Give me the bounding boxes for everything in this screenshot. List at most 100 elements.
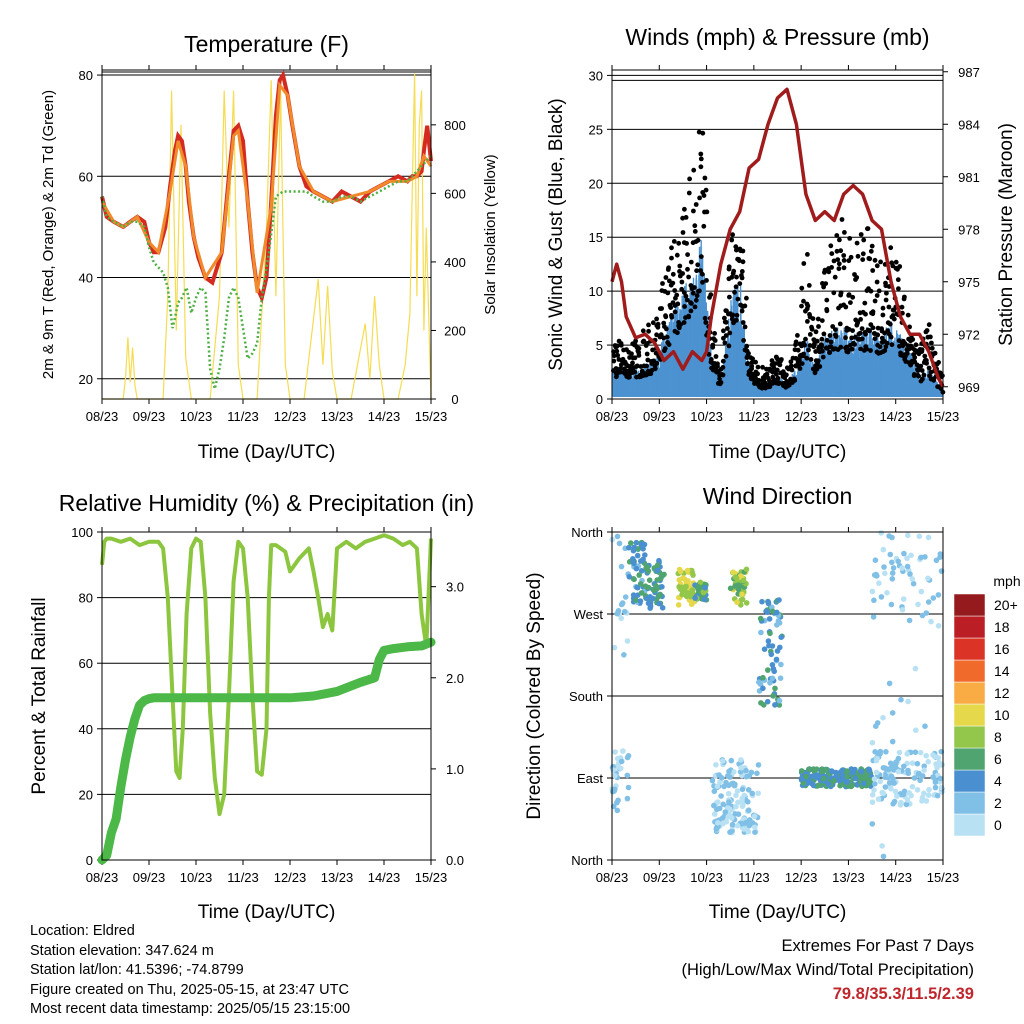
direction-point — [647, 594, 653, 600]
direction-point — [688, 567, 695, 574]
direction-point — [881, 564, 887, 570]
gust-point — [932, 350, 938, 356]
direction-point — [914, 787, 921, 793]
x-tick-label: 09/23 — [643, 409, 676, 424]
direction-point — [921, 790, 927, 797]
gust-point — [669, 314, 675, 320]
direction-point — [904, 797, 911, 803]
direction-point — [904, 555, 910, 562]
gust-point — [744, 343, 750, 349]
direction-point — [886, 533, 892, 539]
gust-point — [819, 342, 824, 348]
extremes-subtitle: (High/Low/Max Wind/Total Precipitation) — [681, 961, 974, 979]
direction-point — [679, 591, 685, 598]
gust-point — [678, 322, 683, 327]
latlon-text: Station lat/lon: 41.5396; -74.8799 — [30, 962, 244, 978]
gust-point — [865, 226, 871, 232]
gust-point — [674, 252, 680, 258]
direction-point — [646, 577, 653, 583]
colorbar-swatch — [953, 593, 986, 617]
x-tick-label: 15/23 — [415, 409, 448, 424]
gust-point — [689, 301, 694, 306]
direction-point — [633, 539, 640, 546]
direction-point — [882, 570, 888, 577]
gust-point — [740, 248, 746, 254]
gust-point — [809, 326, 815, 332]
extremes-box: Extremes For Past 7 Days (High/Low/Max W… — [681, 934, 974, 1006]
gust-point — [767, 384, 773, 390]
gust-point — [698, 164, 704, 170]
gust-point — [854, 275, 860, 280]
extremes-values: 79.8/35.3/11.5/2.39 — [832, 985, 974, 1003]
gust-point — [910, 337, 916, 342]
direction-point — [637, 598, 644, 604]
gust-point — [806, 347, 811, 353]
direction-point — [925, 599, 932, 605]
y2-tick-label: 600 — [444, 186, 466, 201]
gust-point — [618, 366, 624, 371]
direction-point — [752, 824, 758, 831]
gust-point — [701, 223, 707, 229]
gust-point — [792, 377, 797, 383]
direction-point — [829, 768, 835, 774]
gust-point — [614, 348, 620, 354]
direction-point — [879, 843, 885, 849]
x-tick-label: 12/23 — [785, 870, 818, 885]
gust-point — [650, 320, 656, 326]
gust-point — [741, 338, 746, 343]
direction-point — [898, 696, 904, 703]
gust-point — [739, 269, 745, 274]
colorbar-title: mph — [993, 573, 1020, 589]
direction-point — [880, 714, 886, 721]
gust-point — [804, 355, 810, 361]
gust-point — [848, 300, 853, 305]
y2-tick-label: 987 — [958, 65, 980, 80]
direction-point — [776, 702, 783, 708]
direction-point — [739, 591, 745, 598]
gust-point — [629, 351, 634, 357]
gust-point — [926, 365, 932, 371]
gust-point — [849, 335, 855, 341]
gust-point — [819, 336, 825, 342]
colorbar-label: 0 — [994, 817, 1002, 833]
gust-point — [641, 338, 647, 344]
colorbar-swatch — [953, 813, 986, 837]
gust-point — [632, 355, 638, 361]
gust-point — [799, 303, 804, 309]
x-tick-label: 15/23 — [415, 870, 448, 885]
direction-point — [624, 772, 631, 779]
direction-point — [625, 753, 632, 759]
gust-point — [679, 286, 685, 292]
gust-point — [807, 312, 812, 317]
gust-point — [885, 328, 891, 333]
direction-point — [617, 765, 624, 772]
direction-point — [923, 752, 929, 759]
direction-point — [888, 773, 895, 780]
direction-point — [831, 778, 837, 784]
direction-point — [917, 777, 923, 784]
colorbar-swatch — [953, 615, 986, 639]
gust-point — [922, 353, 928, 359]
direction-point — [630, 557, 636, 564]
y-tick-label: 25 — [589, 122, 603, 137]
direction-point — [628, 540, 634, 546]
direction-point — [887, 551, 894, 558]
gust-point — [735, 296, 741, 302]
gust-point — [774, 367, 780, 373]
x-tick-label: 09/23 — [133, 870, 166, 885]
gust-point — [839, 217, 845, 222]
gust-point — [755, 364, 761, 370]
gust-point — [897, 343, 902, 349]
x-tick-label: 08/23 — [596, 870, 629, 885]
gust-point — [929, 345, 935, 351]
direction-point — [722, 809, 729, 815]
direction-point — [914, 760, 921, 767]
gust-point — [740, 259, 746, 265]
y-tick-label: 15 — [589, 230, 603, 245]
direction-point — [887, 765, 894, 772]
direction-point — [926, 786, 932, 793]
y-tick-label: 40 — [79, 271, 93, 286]
direction-point — [839, 767, 846, 773]
gust-point — [836, 261, 842, 267]
gust-point — [670, 280, 676, 286]
